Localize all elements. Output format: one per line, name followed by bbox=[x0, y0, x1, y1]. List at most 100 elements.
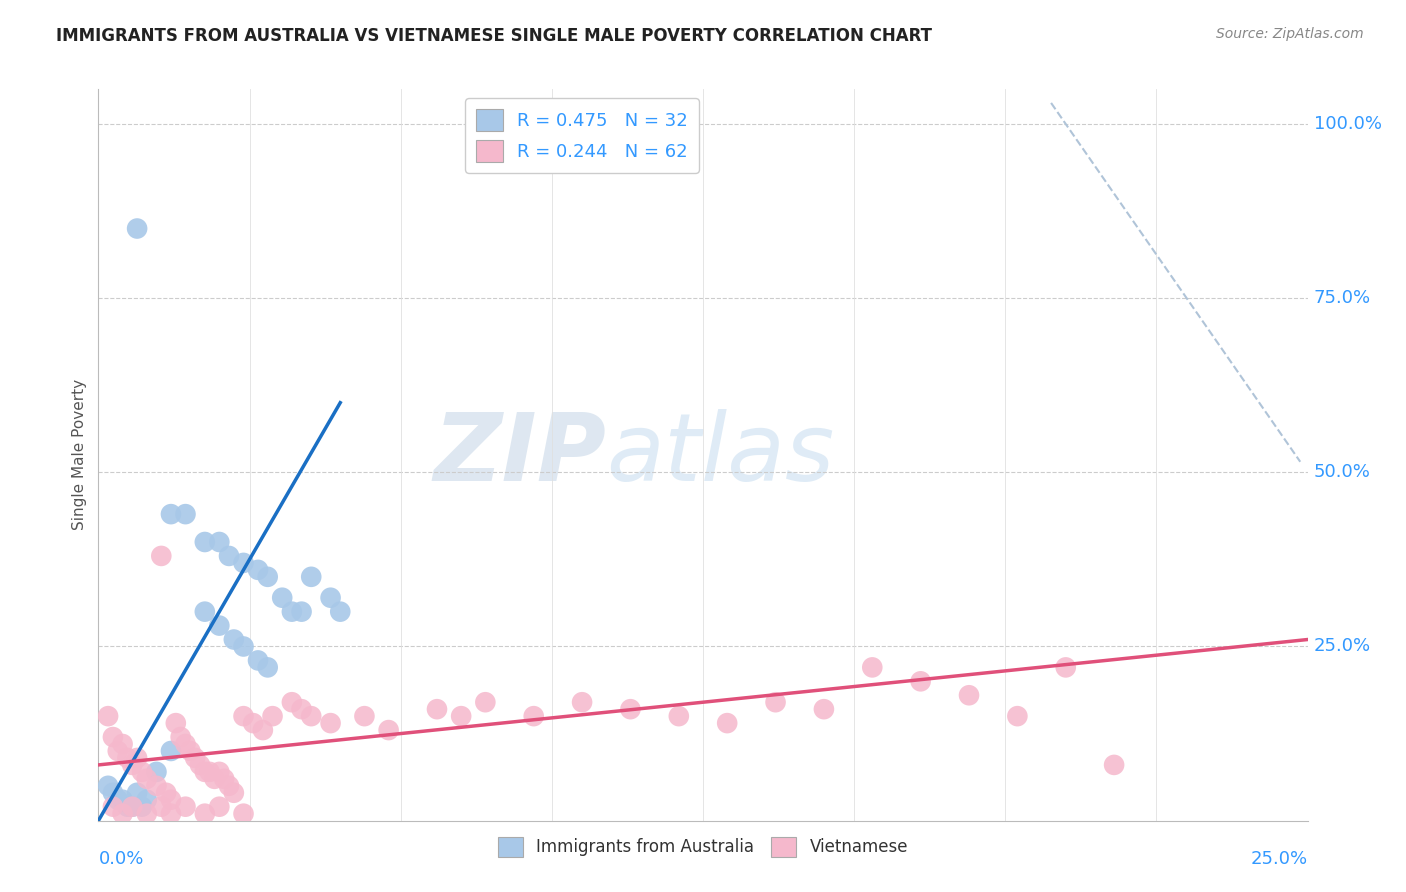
Point bbox=[145, 779, 167, 793]
Point bbox=[218, 779, 240, 793]
Point bbox=[111, 737, 134, 751]
Point bbox=[290, 702, 312, 716]
Point bbox=[107, 744, 129, 758]
Point bbox=[571, 695, 593, 709]
Point bbox=[281, 695, 304, 709]
Text: IMMIGRANTS FROM AUSTRALIA VS VIETNAMESE SINGLE MALE POVERTY CORRELATION CHART: IMMIGRANTS FROM AUSTRALIA VS VIETNAMESE … bbox=[56, 27, 932, 45]
Point bbox=[290, 605, 312, 619]
Text: 100.0%: 100.0% bbox=[1313, 115, 1382, 133]
Point bbox=[174, 737, 197, 751]
Point bbox=[319, 591, 342, 605]
Point bbox=[121, 799, 143, 814]
Point bbox=[179, 744, 201, 758]
Point bbox=[450, 709, 472, 723]
Point bbox=[208, 535, 231, 549]
Point bbox=[212, 772, 235, 786]
Point bbox=[247, 653, 270, 667]
Point bbox=[194, 605, 217, 619]
Text: 25.0%: 25.0% bbox=[1313, 638, 1371, 656]
Point bbox=[1054, 660, 1077, 674]
Point bbox=[242, 716, 264, 731]
Point bbox=[97, 709, 120, 723]
Point bbox=[101, 730, 124, 744]
Text: 25.0%: 25.0% bbox=[1250, 850, 1308, 868]
Point bbox=[262, 709, 284, 723]
Point bbox=[619, 702, 641, 716]
Point bbox=[194, 806, 217, 821]
Point bbox=[188, 758, 211, 772]
Point bbox=[160, 744, 183, 758]
Point bbox=[135, 806, 157, 821]
Point bbox=[208, 764, 231, 779]
Point bbox=[174, 799, 197, 814]
Point bbox=[957, 688, 980, 702]
Point bbox=[145, 764, 167, 779]
Point bbox=[204, 772, 226, 786]
Point bbox=[377, 723, 399, 737]
Point bbox=[135, 793, 157, 807]
Text: Source: ZipAtlas.com: Source: ZipAtlas.com bbox=[1216, 27, 1364, 41]
Point bbox=[222, 632, 245, 647]
Point bbox=[426, 702, 449, 716]
Point bbox=[208, 799, 231, 814]
Point bbox=[165, 716, 187, 731]
Point bbox=[910, 674, 932, 689]
Point bbox=[174, 507, 197, 521]
Point bbox=[232, 709, 254, 723]
Point bbox=[160, 793, 183, 807]
Point bbox=[127, 751, 149, 765]
Point bbox=[523, 709, 546, 723]
Point bbox=[474, 695, 496, 709]
Point bbox=[160, 806, 183, 821]
Point bbox=[232, 640, 254, 654]
Point bbox=[353, 709, 375, 723]
Legend: Immigrants from Australia, Vietnamese: Immigrants from Australia, Vietnamese bbox=[492, 830, 914, 863]
Point bbox=[299, 709, 322, 723]
Point bbox=[1007, 709, 1029, 723]
Point bbox=[101, 799, 124, 814]
Point bbox=[117, 799, 139, 814]
Point bbox=[131, 799, 153, 814]
Point bbox=[813, 702, 835, 716]
Point bbox=[668, 709, 690, 723]
Point bbox=[299, 570, 322, 584]
Point bbox=[150, 549, 173, 563]
Point bbox=[135, 772, 157, 786]
Point bbox=[252, 723, 274, 737]
Point bbox=[127, 786, 149, 800]
Point bbox=[194, 764, 217, 779]
Point bbox=[281, 605, 304, 619]
Point bbox=[716, 716, 738, 731]
Point bbox=[198, 764, 221, 779]
Point bbox=[860, 660, 883, 674]
Point bbox=[208, 618, 231, 632]
Point bbox=[271, 591, 294, 605]
Point bbox=[329, 605, 352, 619]
Point bbox=[155, 786, 177, 800]
Point bbox=[256, 660, 278, 674]
Point bbox=[232, 556, 254, 570]
Point bbox=[160, 507, 183, 521]
Text: ZIP: ZIP bbox=[433, 409, 606, 501]
Point bbox=[247, 563, 270, 577]
Point bbox=[131, 764, 153, 779]
Point bbox=[194, 535, 217, 549]
Point bbox=[121, 799, 143, 814]
Point bbox=[97, 779, 120, 793]
Point bbox=[111, 806, 134, 821]
Text: 50.0%: 50.0% bbox=[1313, 463, 1371, 482]
Point bbox=[765, 695, 787, 709]
Text: 0.0%: 0.0% bbox=[98, 850, 143, 868]
Point bbox=[127, 221, 149, 235]
Point bbox=[121, 758, 143, 772]
Y-axis label: Single Male Poverty: Single Male Poverty bbox=[72, 379, 87, 531]
Text: atlas: atlas bbox=[606, 409, 835, 500]
Point bbox=[111, 793, 134, 807]
Point bbox=[232, 806, 254, 821]
Point bbox=[117, 751, 139, 765]
Point bbox=[169, 730, 191, 744]
Point bbox=[1102, 758, 1125, 772]
Point bbox=[101, 786, 124, 800]
Point bbox=[218, 549, 240, 563]
Point bbox=[256, 570, 278, 584]
